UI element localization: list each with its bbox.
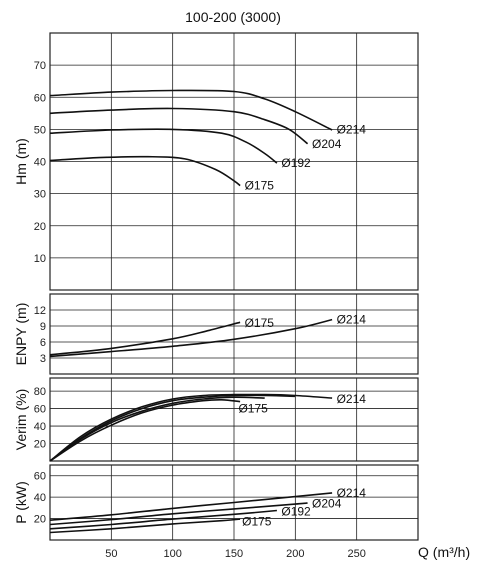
x-tick-label: 250 [347, 548, 365, 560]
curve-label: Ø204 [312, 497, 342, 511]
y-tick-label: 20 [34, 439, 46, 451]
curve-label: Ø214 [337, 313, 367, 327]
curve-label: Ø175 [245, 316, 275, 330]
y-axis-title: Verim (%) [13, 389, 29, 450]
curve-label: Ø175 [238, 402, 268, 416]
curve-label: Ø214 [337, 486, 367, 500]
panel-frame [49, 293, 419, 375]
y-tick-label: 6 [40, 337, 46, 349]
curve-power-d204 [49, 502, 308, 526]
curve-label: Ø192 [281, 505, 311, 519]
panel-frame [49, 464, 419, 541]
y-tick-label: 50 [34, 124, 46, 136]
y-tick-label: 60 [34, 92, 46, 104]
x-tick-label: 50 [105, 548, 117, 560]
panel-frame [49, 32, 419, 291]
x-axis-title: Q (m³/h) [418, 544, 470, 560]
y-tick-label: 80 [34, 386, 46, 398]
y-tick-label: 70 [34, 60, 46, 72]
y-tick-label: 3 [40, 353, 46, 365]
curve-npsh-d175 [49, 321, 241, 356]
curve-label: Ø214 [337, 122, 367, 136]
curve-label: Ø204 [312, 137, 342, 151]
curve-efficiency-d175 [49, 398, 241, 462]
curve-label: Ø175 [242, 514, 272, 528]
panel-npsh: 3 6 9 12 ENPY (m) Ø175 Ø214 [13, 293, 419, 375]
x-tick-label: 200 [286, 548, 304, 560]
y-tick-label: 10 [34, 253, 46, 265]
y-axis-title: ENPY (m) [13, 303, 29, 366]
chart-title: 100-200 (3000) [185, 9, 281, 25]
curve-label: Ø192 [281, 156, 311, 170]
curve-power-d214 [49, 492, 333, 521]
curve-npsh-d214 [49, 318, 333, 358]
curve-head-d214 [49, 89, 333, 131]
y-tick-label: 40 [34, 492, 46, 504]
curve-efficiency-d204 [49, 394, 296, 462]
x-tick-label: 150 [225, 548, 243, 560]
curve-head-d175 [49, 155, 241, 187]
y-axis-title: P (kW) [13, 481, 29, 524]
x-tick-label: 100 [163, 548, 181, 560]
y-tick-label: 9 [40, 321, 46, 333]
curve-power-d192 [49, 509, 277, 530]
y-axis-title: Hm (m) [13, 138, 29, 185]
curve-head-d204 [49, 107, 309, 145]
x-axis-ticks: 50 100 150 200 250 [105, 548, 366, 560]
y-tick-label: 12 [34, 305, 46, 317]
y-tick-label: 20 [34, 221, 46, 233]
curve-label: Ø214 [337, 392, 367, 406]
y-tick-label: 40 [34, 157, 46, 169]
curve-label: Ø175 [245, 179, 275, 193]
y-tick-label: 60 [34, 404, 46, 416]
curve-efficiency-d214 [49, 393, 333, 462]
curve-head-d192 [49, 128, 278, 164]
panel-frame [49, 377, 419, 462]
y-tick-label: 20 [34, 514, 46, 526]
y-tick-label: 60 [34, 471, 46, 483]
y-tick-label: 40 [34, 421, 46, 433]
curve-power-d175 [49, 518, 241, 534]
panel-efficiency: 20 40 60 80 Verim (%) Ø214 Ø175 [13, 377, 419, 462]
curve-efficiency-d192 [49, 396, 265, 462]
y-tick-label: 30 [34, 189, 46, 201]
